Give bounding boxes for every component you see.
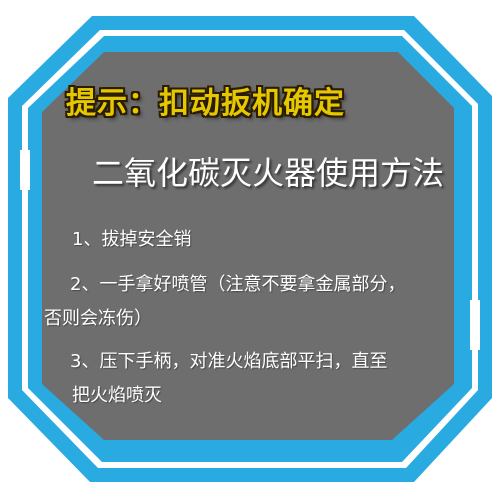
hint-label: 提示：扣动扳机确定 <box>66 86 345 121</box>
step-1: 1、拔掉安全销 <box>72 229 192 250</box>
content-panel <box>42 52 454 440</box>
page-title: 二氧化碳灭火器使用方法 <box>92 154 445 192</box>
frame-notch <box>20 150 30 190</box>
frame-notch <box>470 300 480 350</box>
step-3-line-1: 3、压下手柄，对准火焰底部平扫，直至 <box>70 351 388 372</box>
step-2-line-1: 2、一手拿好喷管（注意不要拿金属部分， <box>70 274 406 295</box>
step-3-line-2: 把火焰喷灭 <box>72 385 162 406</box>
step-2-line-2: 否则会冻伤） <box>44 308 152 329</box>
